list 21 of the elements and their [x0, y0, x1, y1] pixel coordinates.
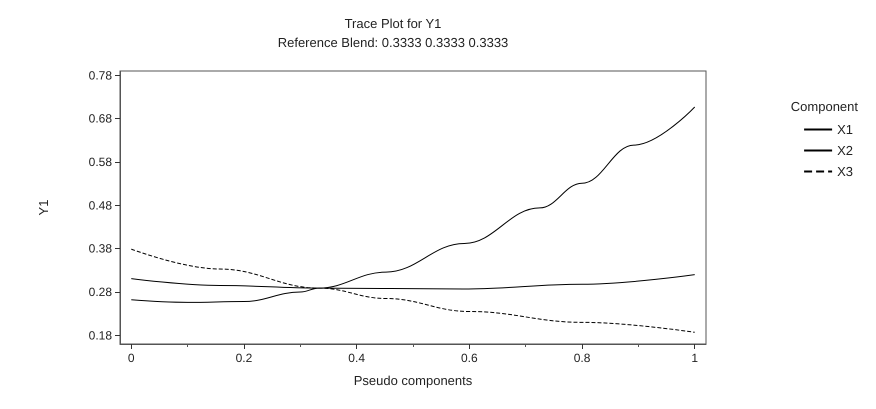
x-tick-label: 0.4: [348, 351, 366, 365]
y-tick-label: 0.78: [88, 68, 112, 82]
legend-label: X2: [837, 143, 854, 158]
x-tick-label: 0.2: [236, 351, 253, 365]
y-tick-label: 0.48: [88, 198, 112, 212]
y-tick-label: 0.58: [88, 155, 112, 169]
y-axis-title: Y1: [36, 200, 51, 216]
y-tick-label: 0.68: [88, 112, 112, 126]
x-tick-label: 0.8: [574, 351, 591, 365]
y-tick-label: 0.28: [88, 285, 112, 299]
chart-title: Trace Plot for Y1: [344, 16, 442, 31]
legend-title: Component: [790, 99, 858, 114]
y-tick-label: 0.18: [88, 328, 112, 342]
x-tick-label: 0: [128, 351, 135, 365]
chart-subtitle: Reference Blend: 0.3333 0.3333 0.3333: [278, 35, 508, 50]
x-axis-title: Pseudo components: [354, 373, 473, 388]
x-tick-label: 1: [691, 351, 698, 365]
y-tick-label: 0.38: [88, 242, 112, 256]
x-tick-label: 0.6: [461, 351, 478, 365]
legend-label: X3: [837, 164, 854, 179]
legend-label: X1: [837, 122, 854, 137]
